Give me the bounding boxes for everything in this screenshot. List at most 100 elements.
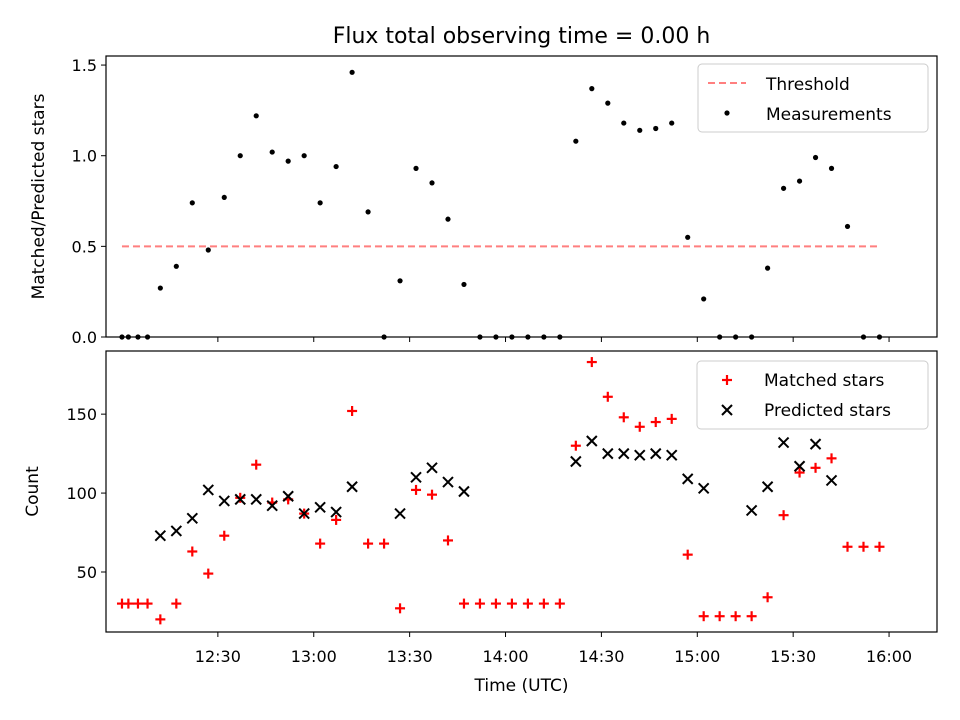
measurement-point	[701, 296, 707, 302]
matched-star-point	[826, 453, 837, 464]
y-tick-label-top: 0.0	[72, 328, 97, 347]
legend-matched-label: Matched stars	[764, 371, 884, 391]
measurement-point	[397, 278, 403, 284]
predicted-star-point	[330, 506, 342, 518]
matched-star-point	[506, 598, 517, 609]
measurement-point	[333, 163, 339, 170]
x-tick-label: 12:30	[195, 647, 241, 666]
predicted-star-point	[394, 507, 406, 520]
measurement-point	[844, 223, 851, 230]
y-tick-label-top: 1.5	[72, 56, 97, 75]
measurement-point	[205, 247, 211, 253]
measurement-point	[429, 180, 435, 186]
matched-star-point	[395, 603, 406, 614]
predicted-star-point	[250, 493, 262, 506]
matched-star-point	[132, 598, 143, 609]
matched-star-point	[714, 611, 725, 622]
matched-star-point	[379, 538, 390, 549]
matched-star-point	[762, 592, 773, 603]
measurement-point	[605, 100, 611, 106]
legend-matched-swatch	[722, 375, 732, 385]
predicted-star-point	[154, 529, 167, 542]
legend-threshold-label: Threshold	[765, 75, 850, 95]
legend-x-marker	[721, 404, 733, 416]
predicted-star-point	[218, 495, 230, 507]
predicted-star-point	[266, 500, 278, 512]
measurement-point	[589, 86, 595, 92]
measurement-point	[349, 69, 355, 75]
matched-star-point	[363, 538, 374, 549]
chart-title: Flux total observing time = 0.00 h	[333, 24, 711, 49]
predicted-star-point	[570, 455, 582, 468]
matched-star-point	[458, 598, 469, 609]
legend-bottom: Matched stars Predicted stars	[696, 360, 929, 430]
measurement-point	[269, 149, 275, 155]
y-tick-label-bottom: 100	[66, 484, 97, 503]
measurement-point	[796, 178, 803, 184]
x-tick-label: 14:30	[578, 647, 624, 666]
measurement-point	[685, 234, 691, 240]
predicted-star-point	[346, 481, 358, 493]
matched-star-point	[219, 530, 230, 541]
legend-plus-marker	[722, 375, 732, 385]
legend-top-box	[697, 63, 929, 133]
matched-star-point	[142, 598, 153, 609]
legend-measurements-label: Measurements	[766, 105, 892, 125]
measurement-point	[780, 185, 787, 191]
legend-measurements-swatch	[724, 110, 730, 116]
predicted-star-point	[777, 436, 790, 449]
top-panel-marks	[119, 69, 883, 340]
predicted-star-point	[761, 481, 774, 493]
measurement-point	[317, 200, 323, 206]
matched-star-point	[602, 391, 613, 402]
y-axis-label-top: Matched/Predicted stars	[29, 93, 49, 299]
measurement-point	[621, 120, 627, 126]
measurement-point	[669, 120, 675, 126]
predicted-star-point	[793, 460, 806, 472]
predicted-star-point	[298, 507, 310, 520]
predicted-star-point	[634, 449, 646, 461]
measurement-point	[413, 165, 419, 171]
predicted-star-point	[314, 501, 326, 513]
measurement-point	[653, 125, 659, 132]
x-tick-label: 13:00	[291, 647, 337, 666]
predicted-star-point	[458, 485, 470, 498]
y-tick-label-top: 1.0	[72, 147, 97, 166]
measurement-point	[573, 138, 579, 144]
legend-bottom-box	[696, 360, 929, 430]
top-panel-frame	[105, 55, 938, 338]
measurement-point	[461, 281, 467, 288]
predicted-star-point	[426, 462, 438, 474]
matched-star-point	[634, 421, 645, 432]
legend-predicted-label: Predicted stars	[764, 401, 891, 421]
matched-star-point	[650, 417, 661, 428]
legend-top: Threshold Measurements	[697, 63, 929, 133]
matched-star-point	[858, 541, 869, 552]
matched-star-point	[235, 492, 246, 503]
x-tick-label: 15:00	[674, 647, 720, 666]
matched-star-point	[123, 598, 134, 609]
predicted-star-point	[825, 474, 838, 487]
matched-star-point	[427, 489, 438, 500]
matched-star-point	[171, 598, 182, 609]
x-tick-label: 14:00	[482, 647, 528, 666]
matched-star-point	[538, 598, 549, 609]
measurement-point	[253, 113, 259, 119]
measurement-point	[237, 153, 243, 159]
matched-star-point	[698, 611, 709, 622]
matched-star-point	[586, 357, 597, 368]
measurement-point	[157, 285, 163, 291]
y-tick-label-bottom: 150	[66, 405, 97, 424]
matched-star-point	[315, 538, 326, 549]
measurement-point	[365, 209, 371, 215]
measurement-point	[828, 165, 835, 171]
predicted-star-point	[410, 471, 422, 483]
predicted-star-point	[186, 512, 199, 525]
measurement-point	[765, 265, 771, 271]
measurement-point	[221, 194, 227, 201]
x-axis-label: Time (UTC)	[474, 676, 569, 696]
y-tick-label-bottom: 50	[77, 563, 97, 582]
predicted-star-point	[234, 493, 246, 506]
matched-star-point	[682, 549, 693, 560]
